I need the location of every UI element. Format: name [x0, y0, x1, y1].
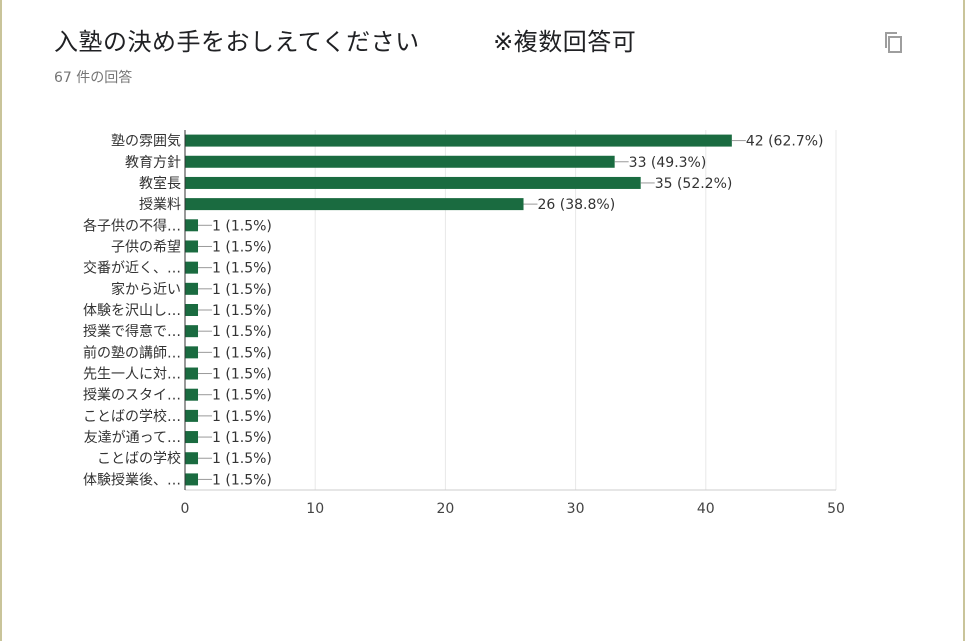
value-label: 1 (1.5%) — [212, 367, 272, 383]
category-label: 授業で得意で… — [83, 323, 181, 340]
value-label: 26 (38.8%) — [538, 197, 616, 213]
value-label: 1 (1.5%) — [212, 430, 272, 446]
bar — [185, 176, 641, 189]
value-label: 1 (1.5%) — [212, 409, 272, 425]
bar — [185, 304, 199, 316]
category-label: 授業料 — [139, 197, 181, 213]
category-label: 友達が通って… — [84, 430, 181, 446]
x-tick-label: 20 — [436, 501, 454, 517]
bar — [185, 261, 199, 274]
category-label: 教育方針 — [125, 155, 181, 171]
value-label: 1 (1.5%) — [212, 239, 272, 255]
bar — [185, 452, 199, 465]
value-label: 1 (1.5%) — [212, 282, 272, 298]
category-label: 各子供の不得… — [83, 217, 181, 234]
value-label: 1 (1.5%) — [212, 388, 272, 404]
response-count: 67 件の回答 — [54, 70, 133, 86]
category-label: 体験を沢山し… — [83, 303, 181, 319]
bar — [185, 134, 732, 147]
bar — [185, 155, 615, 168]
bar — [185, 367, 199, 380]
bar — [185, 325, 199, 338]
bar — [185, 282, 199, 295]
bar — [185, 409, 199, 422]
value-label: 1 (1.5%) — [212, 261, 272, 277]
value-label: 42 (62.7%) — [746, 134, 824, 150]
bar — [185, 219, 199, 232]
copy-icon — [885, 32, 902, 53]
value-label: 33 (49.3%) — [629, 155, 707, 171]
value-label: 1 (1.5%) — [212, 345, 272, 361]
value-label: 35 (52.2%) — [655, 176, 733, 192]
value-label: 1 (1.5%) — [212, 303, 272, 319]
category-label: ことばの学校 — [97, 450, 181, 467]
value-label: 1 (1.5%) — [212, 324, 272, 340]
category-label: ことばの学校… — [83, 408, 181, 425]
value-label: 1 (1.5%) — [212, 451, 272, 467]
x-tick-label: 0 — [181, 501, 190, 517]
bar — [185, 388, 199, 401]
question-title: 入塾の決め手をおしえてください ※複数回答可 — [54, 28, 637, 56]
value-label: 1 (1.5%) — [212, 218, 272, 234]
category-label: 先生一人に対… — [83, 367, 181, 383]
bar — [185, 473, 199, 486]
x-tick-label: 50 — [827, 501, 845, 517]
x-tick-label: 10 — [306, 501, 324, 517]
bar — [185, 346, 199, 359]
category-label: 家から近い — [111, 281, 181, 298]
value-label: 1 (1.5%) — [212, 472, 272, 488]
x-tick-label: 40 — [697, 501, 715, 517]
bar — [185, 240, 199, 253]
category-label: 授業のスタイ… — [83, 388, 181, 404]
category-label: 教室長 — [139, 175, 181, 192]
x-tick-label: 30 — [567, 501, 585, 517]
category-label: 交番が近く、… — [83, 260, 181, 277]
category-label: 前の塾の講師… — [83, 344, 181, 361]
bar — [185, 431, 199, 444]
category-label: 子供の希望 — [111, 239, 181, 255]
copy-chart-button[interactable] — [880, 28, 908, 56]
category-label: 塾の雰囲気 — [111, 134, 181, 150]
category-label: 体験授業後、… — [83, 472, 181, 488]
bar — [185, 198, 524, 211]
